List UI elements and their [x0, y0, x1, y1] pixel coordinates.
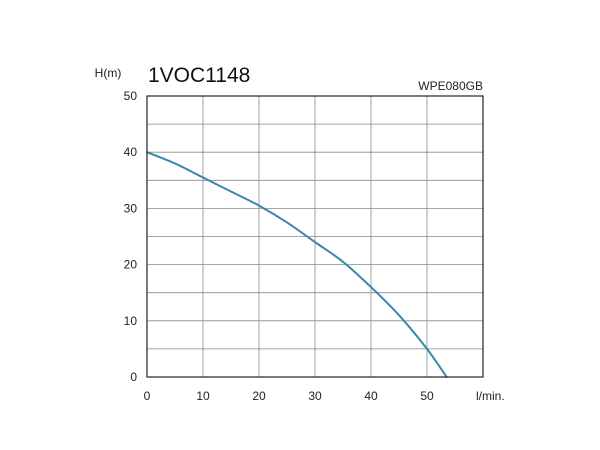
x-tick-label: 50	[420, 389, 434, 403]
y-tick-label: 30	[124, 201, 138, 215]
x-tick-label: 20	[252, 389, 266, 403]
y-axis-title: H(m)	[95, 66, 122, 80]
series-layer	[146, 151, 448, 378]
x-axis-title: l/min.	[476, 389, 505, 403]
y-tick-label: 40	[124, 145, 138, 159]
y-tick-label: 50	[124, 89, 138, 103]
x-tick-label: 10	[196, 389, 210, 403]
head-flow-curve	[146, 151, 448, 378]
x-tick-label: 30	[308, 389, 322, 403]
y-tick-label: 0	[130, 370, 137, 384]
chart-title: 1VOC1148	[148, 64, 250, 87]
tick-labels: 0 10 20 30 40 50 0 10 20 30 40 50	[124, 89, 434, 403]
plot-frame	[146, 95, 484, 378]
grid	[147, 96, 483, 377]
y-tick-label: 20	[124, 258, 138, 272]
x-tick-label: 40	[364, 389, 378, 403]
chart-subtitle: WPE080GB	[418, 79, 483, 93]
x-tick-label: 0	[144, 389, 151, 403]
y-tick-label: 10	[124, 314, 138, 328]
